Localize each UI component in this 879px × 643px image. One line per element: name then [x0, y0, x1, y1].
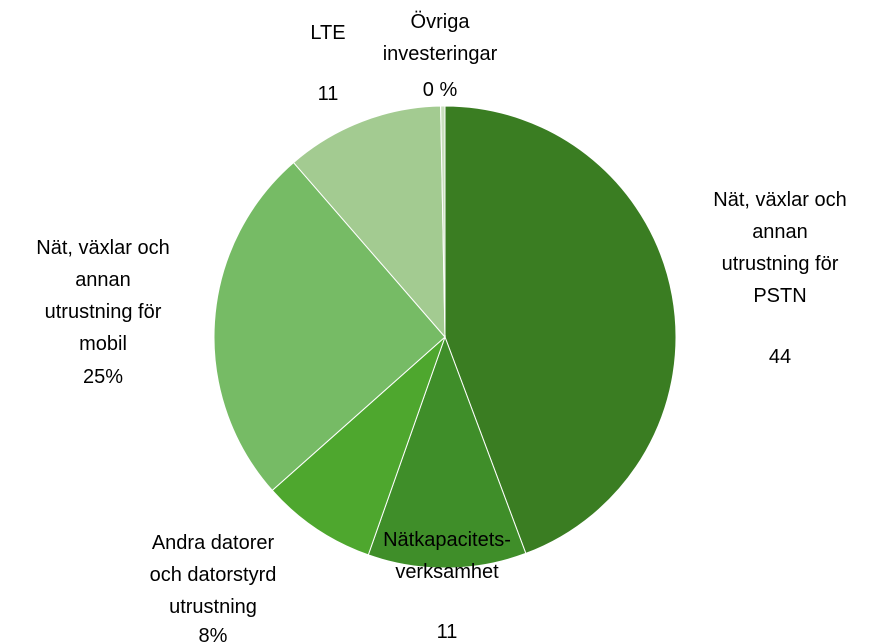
slice-label: Övriga investeringar	[382, 11, 498, 65]
slice-label: Nät, växlar och annan utrustning för PST…	[713, 189, 847, 307]
pie-slice	[367, 335, 527, 569]
value-label: 0 %	[422, 79, 458, 101]
value-label: 8%	[198, 625, 228, 643]
slice-label: Nät, växlar och annan utrustning för mob…	[36, 237, 170, 355]
slice-label: Andra datorer och datorstyrd utrustning	[149, 532, 277, 618]
value-label: 11	[436, 621, 458, 643]
pie-slice	[213, 161, 446, 492]
pie-slice	[444, 105, 677, 555]
slice-label: LTE	[310, 22, 346, 44]
pie-slice	[440, 105, 446, 338]
value-label: 11	[317, 83, 339, 105]
value-label: 25%	[82, 366, 124, 388]
pie-slice	[271, 335, 447, 556]
value-label: 44	[768, 346, 792, 368]
slice-label: Nätkapacitets-verksamhet	[383, 529, 511, 583]
pie-slice	[292, 105, 446, 339]
